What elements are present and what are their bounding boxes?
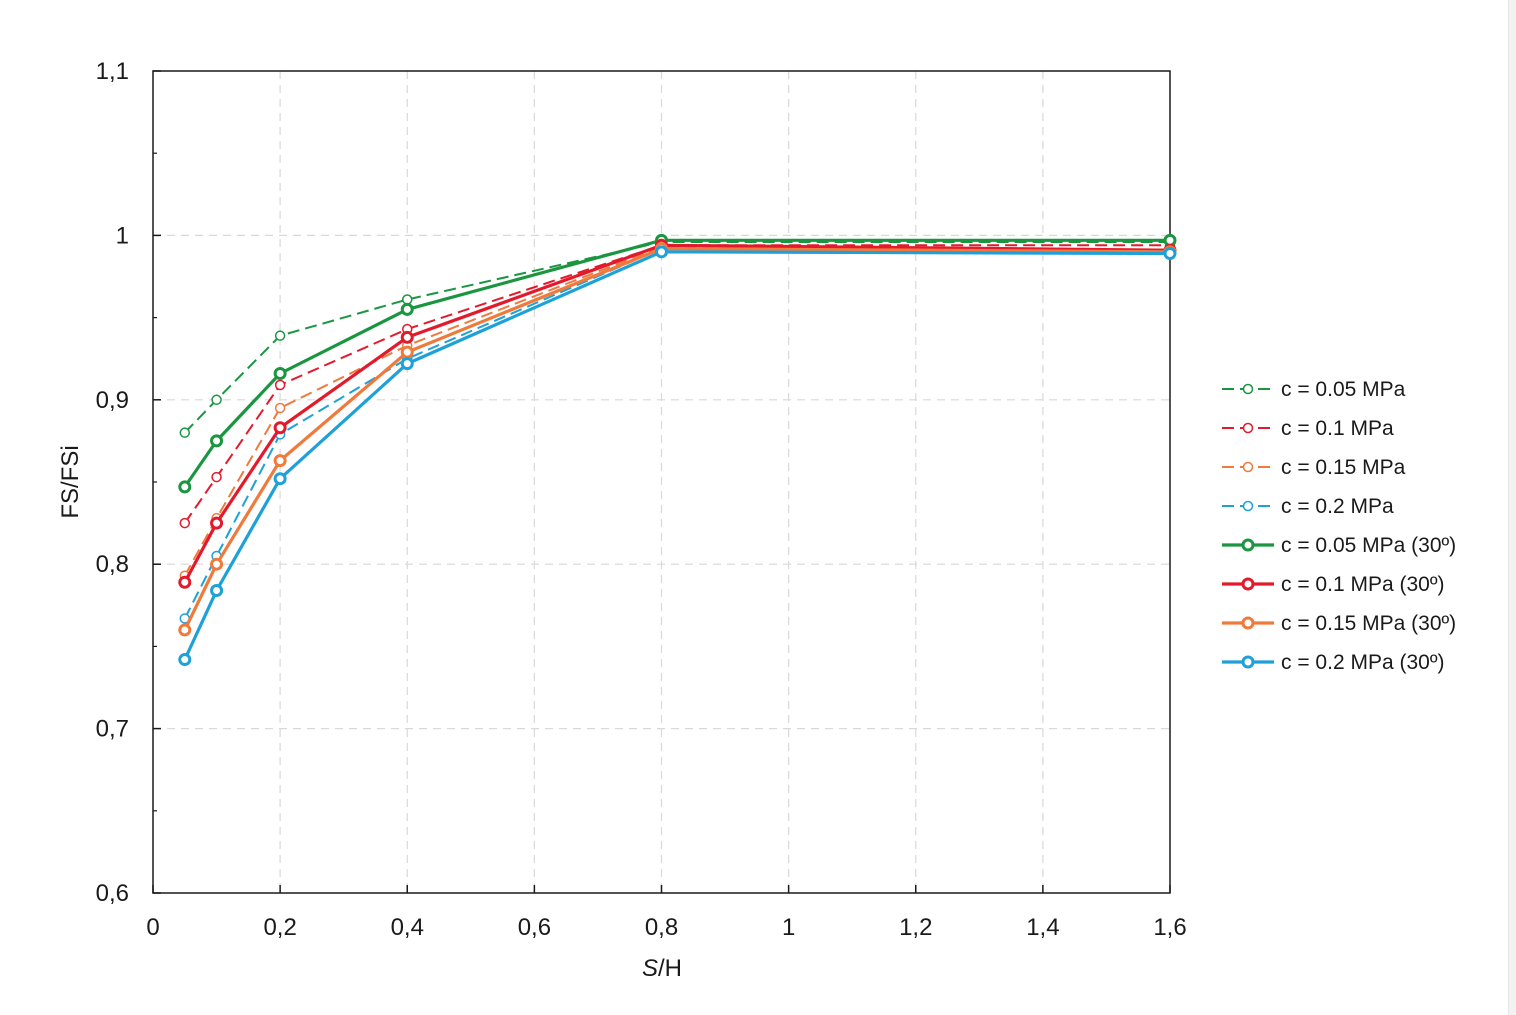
legend-swatch-marker: [1241, 538, 1255, 552]
data-point: [402, 294, 413, 305]
y-tick-label: 0,6: [96, 880, 129, 907]
data-point: [400, 330, 414, 344]
data-point: [211, 394, 222, 406]
legend-swatch-marker: [1242, 500, 1254, 512]
data-point: [178, 575, 192, 589]
legend-item: c = 0.05 MPa: [1222, 378, 1406, 401]
legend-label: c = 0.1 MPa (30º): [1281, 573, 1445, 596]
grid-lines: [153, 71, 1170, 893]
x-tick-label: 1,4: [1026, 914, 1059, 941]
series-line: [183, 243, 1171, 584]
legend-label: c = 0.15 MPa (30º): [1281, 612, 1456, 635]
legend-label: c = 0.05 MPa: [1281, 378, 1406, 401]
series-line: [183, 244, 1170, 524]
series-line: [183, 247, 1171, 619]
legend-swatch-marker: [1241, 616, 1255, 630]
data-point: [210, 516, 224, 530]
y-axis-label: FS/FSi: [57, 445, 84, 518]
data-point: [273, 421, 287, 435]
data-point: [274, 402, 286, 414]
legend-item: c = 0.2 MPa (30º): [1222, 651, 1445, 674]
data-point: [210, 584, 224, 598]
series-dashed-0: [179, 236, 1176, 438]
series-line: [183, 250, 1171, 661]
legend-swatch-marker: [1242, 422, 1254, 434]
y-tick-label: 0,8: [96, 551, 129, 578]
legend: c = 0.05 MPa c = 0.1 MPa c = 0.15 MPa c = 0…: [1222, 378, 1456, 674]
series-solid-5: [178, 238, 1177, 589]
x-tick-label: 1,6: [1153, 914, 1186, 941]
data-point: [400, 345, 414, 359]
y-tick-label: 1: [116, 222, 129, 249]
series-group: [178, 233, 1177, 667]
x-axis-label-italic: S: [642, 955, 658, 982]
legend-swatch-marker: [1241, 577, 1255, 591]
legend-item: c = 0.15 MPa (30º): [1222, 612, 1456, 635]
series-line: [183, 247, 1171, 631]
x-axis-label: S/H: [642, 955, 682, 982]
data-point: [178, 623, 192, 637]
y-tick-label: 1,1: [96, 58, 129, 85]
legend-swatch-marker: [1242, 461, 1254, 473]
legend-item: c = 0.1 MPa: [1222, 417, 1394, 440]
data-point: [273, 454, 287, 468]
x-tick-label: 1,2: [899, 914, 932, 941]
data-point: [211, 471, 222, 483]
legend-label: c = 0.2 MPa (30º): [1281, 651, 1445, 674]
x-axis-label-rest: /H: [658, 955, 682, 982]
x-tick-label: 0,2: [263, 914, 296, 941]
legend-item: c = 0.2 MPa: [1222, 495, 1394, 518]
legend-label: c = 0.2 MPa: [1281, 495, 1394, 518]
series-line: [183, 245, 1171, 577]
data-point: [274, 330, 286, 341]
data-point: [178, 653, 192, 667]
data-point: [400, 302, 414, 316]
series-line: [184, 241, 1170, 434]
data-point: [179, 427, 191, 438]
legend-label: c = 0.05 MPa (30º): [1281, 534, 1456, 557]
data-point: [210, 434, 224, 448]
x-tick-label: 1: [782, 914, 795, 941]
legend-swatch-marker: [1241, 655, 1255, 669]
series-line: [183, 238, 1170, 488]
data-point: [655, 245, 668, 259]
series-solid-7: [178, 245, 1177, 667]
data-point: [179, 517, 191, 529]
data-point: [210, 557, 224, 571]
x-tick-label: 0,4: [391, 914, 424, 941]
window-edge: [1508, 0, 1516, 1015]
data-point: [273, 472, 287, 486]
legend-label: c = 0.1 MPa: [1281, 417, 1394, 440]
legend-item: c = 0.05 MPa (30º): [1222, 534, 1456, 557]
series-solid-4: [178, 233, 1177, 494]
data-point: [274, 379, 286, 391]
data-point: [400, 357, 414, 371]
y-tick-label: 0,7: [96, 716, 129, 743]
series-solid-6: [178, 242, 1177, 637]
data-point: [273, 366, 287, 380]
legend-item: c = 0.1 MPa (30º): [1222, 573, 1445, 596]
x-tick-label: 0: [146, 914, 159, 941]
data-point: [1163, 246, 1177, 260]
series-dashed-1: [179, 240, 1176, 529]
y-tick-label: 0,9: [96, 387, 129, 414]
legend-label: c = 0.15 MPa: [1281, 456, 1406, 479]
legend-swatch-marker: [1242, 383, 1254, 395]
series-dashed-2: [179, 241, 1176, 581]
x-tick-label: 0,8: [645, 914, 678, 941]
legend-item: c = 0.15 MPa: [1222, 456, 1406, 479]
x-tick-label: 0,6: [518, 914, 551, 941]
axes: 0,6 0,7 0,8 0,9 1 1,1 0 0,2 0,4 0,6 0,8 1 1,2 1,4 1,6: [96, 58, 1187, 941]
data-point: [178, 480, 192, 494]
